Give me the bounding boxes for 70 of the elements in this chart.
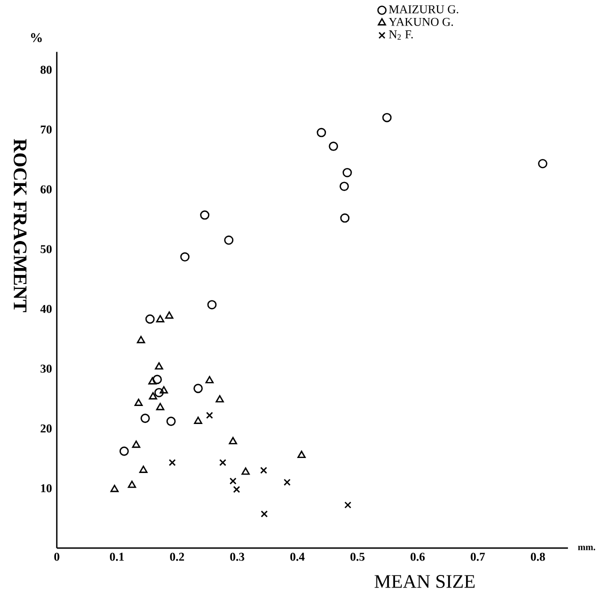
legend-label: YAKUNO G. <box>388 18 453 26</box>
y-tick-label: 40 <box>40 304 52 314</box>
x-tick-label: 0.8 <box>530 552 545 561</box>
point <box>340 182 349 192</box>
x-axis-title: MEAN SIZE <box>374 575 475 588</box>
point <box>342 168 352 178</box>
point <box>382 113 392 122</box>
x-tick-label: 0.5 <box>350 552 365 561</box>
point <box>260 510 268 518</box>
x-tick-label: 0.3 <box>230 552 244 561</box>
point <box>140 414 150 424</box>
point <box>200 210 210 220</box>
point <box>110 484 119 492</box>
point <box>120 446 129 456</box>
point <box>206 412 214 419</box>
point <box>193 384 203 394</box>
point <box>230 478 236 485</box>
point <box>165 311 174 319</box>
point <box>205 376 214 384</box>
point <box>139 466 148 474</box>
y-tick-label: 10 <box>41 484 52 492</box>
point <box>154 388 164 398</box>
point <box>160 386 168 394</box>
point <box>166 416 176 426</box>
text: mm. <box>578 546 596 550</box>
point <box>180 252 190 262</box>
point <box>156 402 164 410</box>
point <box>284 478 291 486</box>
point <box>148 392 158 400</box>
point <box>316 128 326 138</box>
x-tick-label: 0.1 <box>110 552 124 561</box>
point <box>154 362 164 370</box>
y-tick-label: 60 <box>40 185 52 194</box>
point <box>297 450 306 458</box>
point <box>219 459 226 466</box>
text: % <box>31 33 42 42</box>
point <box>134 398 143 406</box>
point <box>136 336 146 344</box>
point <box>207 300 217 310</box>
point <box>145 314 155 324</box>
y-tick-label: 80 <box>40 66 52 74</box>
point <box>148 377 157 385</box>
point <box>228 437 238 444</box>
point <box>152 374 162 384</box>
point <box>233 486 240 493</box>
x-tick-label: 0.7 <box>470 552 485 561</box>
y-tick-label: 30 <box>40 364 52 373</box>
x-tick-label: 0.2 <box>170 552 184 561</box>
y-axis-title: ROCK FRAGMENT <box>14 139 27 312</box>
legend-label: N$_{2}$ F. <box>388 30 413 40</box>
x-tick-label: 0.4 <box>290 552 305 561</box>
point <box>344 502 352 509</box>
y-tick-label: 20 <box>40 424 52 433</box>
y-tick-label: 70 <box>40 126 52 134</box>
point <box>168 459 176 466</box>
point <box>242 468 250 475</box>
point <box>216 395 224 402</box>
point <box>194 416 202 424</box>
point <box>340 213 350 223</box>
x-tick-label: 0 <box>54 552 60 561</box>
legend-label: MAIZURU G. <box>388 5 458 14</box>
point <box>224 236 234 245</box>
point <box>538 159 548 168</box>
y-tick-label: 50 <box>40 245 52 254</box>
x-tick-label: 0.6 <box>410 552 425 561</box>
point <box>328 142 338 151</box>
point <box>128 480 136 488</box>
point <box>156 315 164 322</box>
point <box>260 466 268 474</box>
point <box>132 440 140 448</box>
